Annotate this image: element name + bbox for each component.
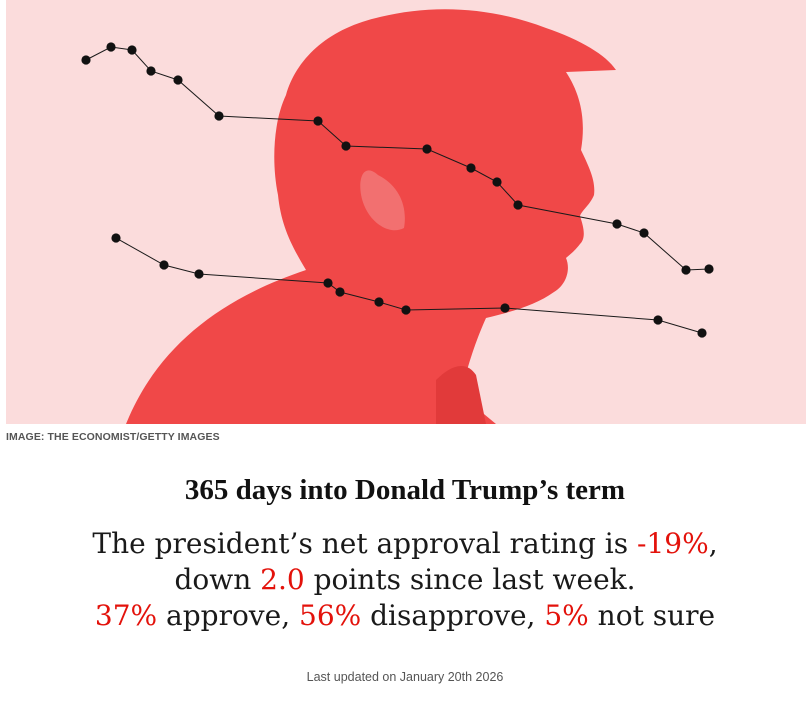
not-sure-label: not sure — [588, 599, 716, 632]
not-sure-value: 5% — [544, 599, 589, 632]
disapprove-label: disapprove, — [361, 599, 545, 632]
summary-line-3: 37% approve, 56% disapprove, 5% not sure — [0, 598, 810, 634]
lower-trend-polyline — [115, 237, 703, 334]
upper-trend-line — [81, 42, 714, 275]
disapprove-value: 56% — [299, 599, 362, 632]
lower-trend-point — [697, 328, 707, 338]
lower-trend-point — [374, 297, 384, 307]
upper-trend-point — [612, 219, 622, 229]
lower-trend-point — [159, 260, 169, 270]
summary-line-1: The president’s net approval rating is -… — [0, 526, 810, 562]
upper-trend-point — [127, 45, 137, 55]
approval-summary: The president’s net approval rating is -… — [0, 526, 810, 634]
upper-trend-point — [422, 144, 432, 154]
trump-portrait-illustration — [81, 9, 714, 424]
upper-trend-polyline — [85, 46, 710, 271]
lower-trend-point — [194, 269, 204, 279]
weekly-change-value: 2.0 — [260, 563, 305, 596]
upper-trend-point — [341, 141, 351, 151]
summary-line-2: down 2.0 points since last week. — [0, 562, 810, 598]
upper-trend-point — [492, 177, 502, 187]
approve-value: 37% — [94, 599, 158, 632]
upper-trend-point — [214, 111, 224, 121]
portrait-collar — [436, 365, 486, 424]
hero-image — [6, 0, 806, 424]
net-approval-value: -19% — [637, 527, 709, 560]
lower-trend-line — [111, 233, 707, 338]
upper-trend-point — [513, 200, 523, 210]
summary-text: down — [174, 563, 261, 596]
upper-trend-point — [173, 75, 183, 85]
lower-trend-point — [335, 287, 345, 297]
summary-text: The president’s net approval rating is — [92, 527, 637, 560]
summary-text: , — [708, 527, 718, 560]
lower-trend-point — [111, 233, 121, 243]
upper-trend-point — [106, 42, 116, 52]
lower-trend-point — [323, 278, 333, 288]
last-updated: Last updated on January 20th 2026 — [306, 670, 504, 684]
portrait-ear — [360, 170, 405, 231]
upper-trend-point — [466, 163, 476, 173]
image-credit: IMAGE: THE ECONOMIST/GETTY IMAGES — [6, 431, 220, 443]
upper-trend-point — [639, 228, 649, 238]
upper-trend-point — [81, 55, 91, 65]
upper-trend-point — [704, 264, 714, 274]
summary-text: points since last week. — [304, 563, 636, 596]
lower-trend-point — [500, 303, 510, 313]
upper-trend-point — [681, 265, 691, 275]
headline: 365 days into Donald Trump’s term — [184, 474, 626, 506]
upper-trend-point — [313, 116, 323, 126]
lower-trend-point — [653, 315, 663, 325]
upper-trend-point — [146, 66, 156, 76]
lower-trend-point — [401, 305, 411, 315]
approve-label: approve, — [157, 599, 299, 632]
